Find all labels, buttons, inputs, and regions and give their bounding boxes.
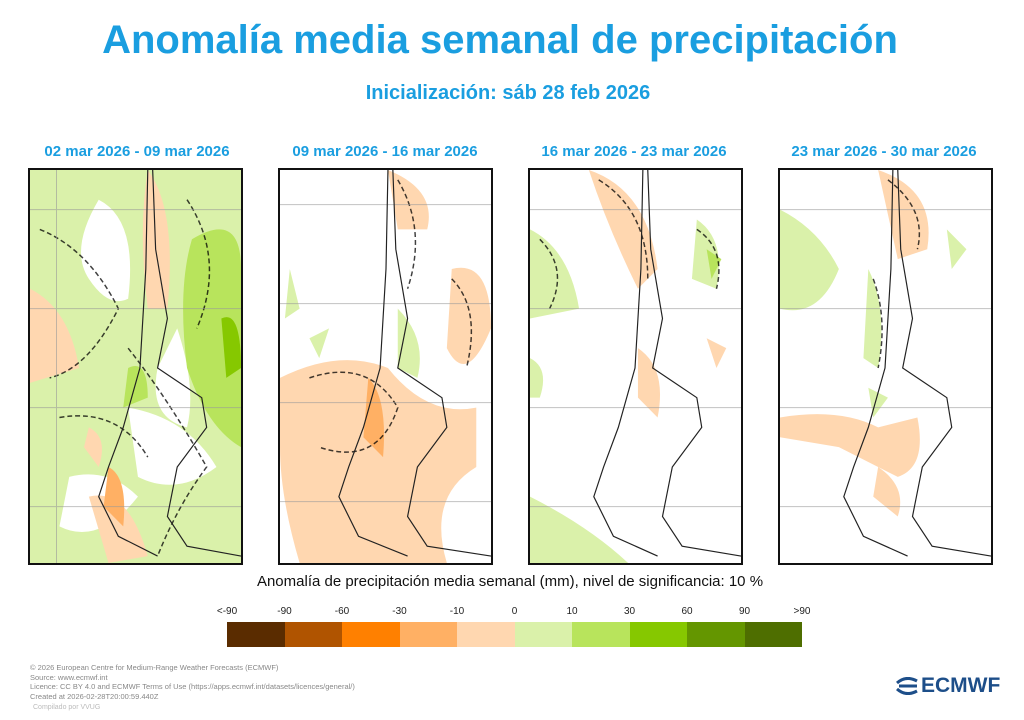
colorbar-label: 10 xyxy=(566,606,578,617)
page-title: Anomalía media semanal de precipitación xyxy=(102,18,898,62)
colorbar-swatch xyxy=(342,622,400,647)
colorbar-label: -30 xyxy=(392,606,407,617)
colorbar-label: >90 xyxy=(793,606,811,617)
colorbar-label: 60 xyxy=(681,606,693,617)
colorbar-label: -60 xyxy=(334,606,350,617)
initialization-date: Inicialización: sáb 28 feb 2026 xyxy=(365,82,651,104)
footer-line: Licence: CC BY 4.0 and ECMWF Terms of Us… xyxy=(30,682,355,691)
map-panel-4 xyxy=(778,168,993,565)
colorbar-swatch xyxy=(399,622,457,647)
footer-credits: © 2026 European Centre for Medium-Range … xyxy=(30,663,355,701)
colorbar-label: -10 xyxy=(449,606,465,617)
panel-title-3: 16 mar 2026 - 23 mar 2026 xyxy=(541,143,727,160)
footer-line: © 2026 European Centre for Medium-Range … xyxy=(30,663,279,672)
colorbar-label: 90 xyxy=(738,606,751,617)
colorbar-swatch xyxy=(457,622,515,647)
panel-title-2: 09 mar 2026 - 16 mar 2026 xyxy=(292,143,478,160)
colorbar-swatch xyxy=(227,622,285,647)
panel-title-4: 23 mar 2026 - 30 mar 2026 xyxy=(791,143,977,160)
colorbar-label: 30 xyxy=(623,606,636,617)
footer-line: Source: www.ecmwf.int xyxy=(30,672,108,682)
ecmwf-logo: ECMWF xyxy=(893,674,1000,698)
colorbar-label: <-90 xyxy=(216,606,238,617)
colorbar-label: -90 xyxy=(277,606,292,617)
colorbar-label: 0 xyxy=(511,606,518,617)
map-panel-2 xyxy=(278,168,493,565)
colorbar xyxy=(227,622,802,647)
ecmwf-logo-icon xyxy=(896,677,918,695)
colorbar-swatch xyxy=(514,622,572,647)
panel-title-1: 02 mar 2026 - 09 mar 2026 xyxy=(44,143,230,160)
compiled-by: Compilado por VVUG xyxy=(33,704,101,711)
map-panel-1 xyxy=(28,168,243,565)
map-panel-3 xyxy=(528,168,743,565)
colorbar-swatch xyxy=(744,622,802,647)
colorbar-swatch xyxy=(687,622,745,647)
footer-line: Created at 2026-02-28T20:00:59.440Z xyxy=(30,691,159,701)
colorbar-swatch xyxy=(572,622,630,647)
colorbar-swatch xyxy=(284,622,342,647)
ecmwf-logo-text: ECMWF xyxy=(921,674,1001,697)
colorbar-title: Anomalía de precipitación media semanal … xyxy=(256,573,764,590)
colorbar-swatch xyxy=(629,622,687,647)
